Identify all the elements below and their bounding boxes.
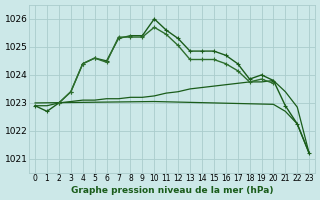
X-axis label: Graphe pression niveau de la mer (hPa): Graphe pression niveau de la mer (hPa) [71,186,273,195]
